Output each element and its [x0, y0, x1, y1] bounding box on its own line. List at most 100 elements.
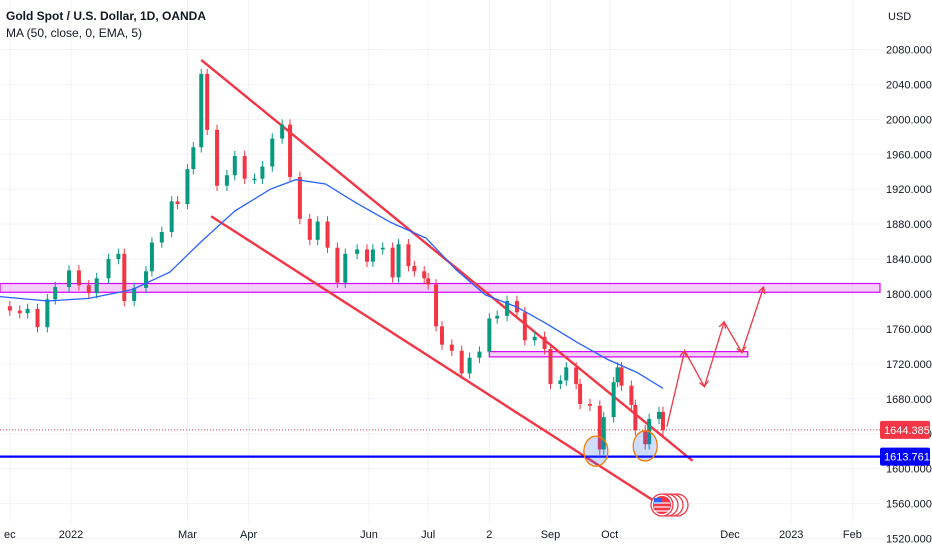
candle-body — [467, 357, 472, 374]
candle-body — [390, 247, 395, 278]
candle-body — [660, 411, 665, 431]
price-series — [7, 68, 665, 455]
y-tick-label: 1720.000 — [886, 359, 932, 371]
candle-body — [657, 411, 662, 419]
y-tick-label: 1520.000 — [886, 534, 932, 546]
symbol-title[interactable]: Gold Spot / U.S. Dollar, 1D, OANDA — [6, 9, 207, 23]
candle-body — [439, 326, 444, 345]
candle-body — [25, 308, 30, 314]
candle-body — [106, 259, 111, 279]
candle-body — [116, 253, 121, 260]
indicator-label[interactable]: MA (50, close, 0, EMA, 5) — [6, 26, 143, 40]
price-badge — [880, 420, 930, 439]
candle-body — [132, 287, 137, 301]
candle-body — [495, 315, 500, 319]
x-tick-label: Sep — [541, 529, 561, 541]
chart-header: Gold Spot / U.S. Dollar, 1D, OANDA MA (5… — [6, 8, 206, 42]
price-levels — [0, 429, 880, 458]
candle-body — [343, 253, 348, 283]
y-tick-label: 1560.000 — [886, 499, 932, 511]
candle-body — [297, 176, 302, 219]
candle-body — [412, 266, 417, 272]
candle-body — [175, 201, 180, 205]
candle-body — [191, 147, 196, 170]
y-tick-label: 1600.000 — [886, 464, 932, 476]
candle-body — [35, 308, 40, 328]
y-tick-label: 2080.000 — [886, 44, 932, 56]
projection-arrowhead — [718, 320, 727, 329]
y-tick-label: 1680.000 — [886, 394, 932, 406]
candle-body — [643, 430, 648, 445]
candle-body — [76, 270, 81, 286]
x-tick-label: Feb — [843, 529, 862, 541]
candle-body — [633, 404, 638, 431]
flag-icon-canton — [654, 498, 662, 504]
x-axis[interactable]: ec 2022 Mar Apr Jun Jul 2 Sep Oct Dec 2023 Feb — [4, 529, 862, 541]
small-resistance-zone — [488, 351, 749, 358]
candle-body — [242, 156, 247, 179]
candle-body — [487, 318, 492, 352]
flag-badge[interactable] — [650, 493, 689, 517]
candle-body — [629, 385, 634, 405]
candle-body — [364, 249, 369, 262]
y-tick-label: 1960.000 — [886, 149, 932, 161]
candle-body — [67, 270, 72, 288]
highlight-zones — [0, 282, 881, 358]
price-badge — [880, 447, 930, 466]
candle-body — [611, 382, 616, 418]
candle-body — [335, 247, 340, 283]
x-tick-label: ec — [4, 529, 16, 541]
projection-arrowhead — [679, 349, 688, 358]
candle-body — [7, 306, 12, 311]
candle-body — [94, 278, 99, 294]
price-badge-label: 1644.385 — [884, 425, 930, 437]
x-tick-label: Jul — [421, 529, 435, 541]
y-tick-label: 1880.000 — [886, 219, 932, 231]
candle-body — [185, 169, 190, 205]
candle-body — [149, 242, 154, 272]
candle-body — [406, 244, 411, 267]
projection-path — [666, 286, 765, 427]
x-tick-label: 2023 — [779, 529, 803, 541]
candle-body — [542, 336, 547, 350]
y-tick-label: 1840.000 — [886, 254, 932, 266]
candle-body — [17, 310, 22, 314]
candle-body — [144, 271, 149, 288]
candle-body — [522, 312, 527, 341]
x-tick-label: Jun — [360, 529, 378, 541]
bottom-circle-marker — [632, 430, 658, 462]
candle-body — [597, 405, 602, 450]
ma-line — [0, 178, 664, 389]
candle-body — [355, 249, 360, 254]
x-tick-label: 2 — [486, 529, 492, 541]
candle-body — [280, 124, 285, 139]
y-tick-label: 2040.000 — [886, 79, 932, 91]
candle-body — [307, 218, 312, 240]
candle-body — [45, 299, 50, 328]
candle-body — [86, 285, 91, 294]
candle-body — [477, 351, 482, 358]
candle-body — [232, 156, 237, 176]
candle-body — [224, 175, 229, 186]
candle-body — [449, 344, 454, 351]
candle-body — [422, 271, 427, 279]
trend-channel — [200, 59, 694, 507]
currency-label: USD — [888, 11, 911, 23]
candle-body — [434, 284, 439, 327]
x-tick-label: 2022 — [59, 529, 83, 541]
candle-body — [288, 124, 293, 177]
candle-body — [532, 336, 537, 341]
y-tick-label: 1920.000 — [886, 184, 932, 196]
candle-body — [380, 247, 385, 250]
moving-average-line — [0, 178, 664, 389]
candle-body — [260, 166, 265, 179]
candle-body — [578, 383, 583, 405]
candle-body — [215, 129, 220, 186]
projection-arrows — [666, 285, 766, 427]
x-tick-label: Mar — [178, 529, 197, 541]
candle-body — [370, 249, 375, 262]
candle-body — [169, 201, 174, 232]
y-axis[interactable]: USD1520.0001560.0001600.0001640.0001680.… — [880, 11, 932, 546]
resistance-zone — [0, 282, 881, 293]
